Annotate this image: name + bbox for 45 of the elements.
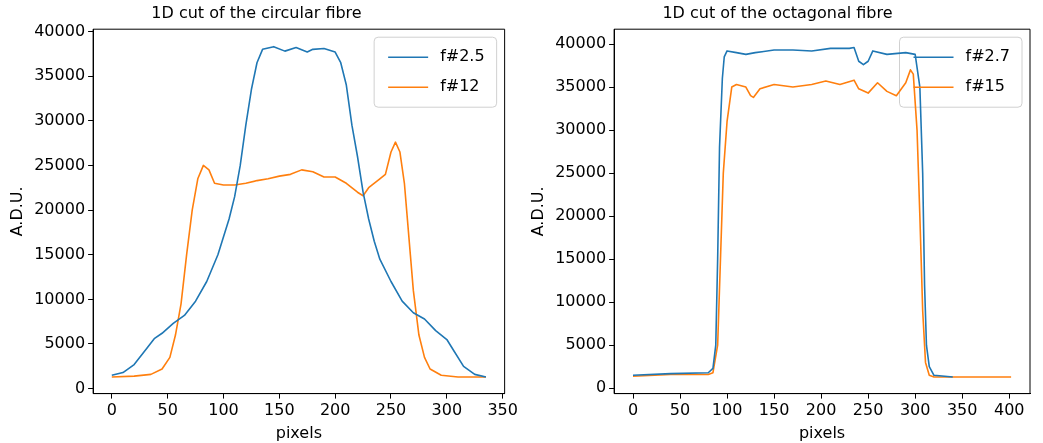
y-tick-label: 5000 [565,334,607,354]
x-tick-label: 300 [899,400,931,420]
y-tick-label: 40000 [34,20,86,40]
y-tick-label: 35000 [555,76,607,96]
y-tick-label: 15000 [34,243,86,263]
y-tick-label: 0 [595,377,607,397]
y-tick-label: 10000 [555,291,607,311]
y-axis-title: A.D.U. [6,186,26,237]
x-tick-label: 200 [319,400,351,420]
x-tick-label: 250 [852,400,884,420]
x-tick-label: 300 [431,400,463,420]
y-axis-title: A.D.U. [527,186,547,237]
y-tick-label: 25000 [555,162,607,182]
y-tick-label: 10000 [34,288,86,308]
x-tick-label: 100 [208,400,239,420]
chart-title: 1D cut of the octagonal fibre [662,2,893,22]
x-tick-label: 350 [946,400,978,420]
x-tick-label: 200 [805,400,837,420]
legend-label: f#2.5 [440,46,485,66]
y-tick-label: 0 [74,377,86,397]
y-tick-label: 30000 [34,109,86,129]
x-tick-label: 350 [487,400,518,420]
y-tick-label: 35000 [34,65,86,85]
y-tick-label: 25000 [34,154,86,174]
x-tick-label: 150 [758,400,790,420]
legend-label: f#12 [440,76,480,96]
x-tick-label: 50 [669,400,691,420]
x-tick-label: 250 [375,400,407,420]
x-tick-label: 0 [627,400,639,420]
x-tick-label: 50 [157,400,178,420]
legend-label: f#15 [965,76,1005,96]
y-tick-label: 15000 [555,248,607,268]
x-axis-title: pixels [275,422,322,442]
y-tick-label: 20000 [34,199,86,219]
y-tick-label: 5000 [44,333,86,353]
x-tick-label: 150 [264,400,295,420]
y-tick-label: 40000 [555,33,607,53]
legend-label: f#2.7 [965,46,1010,66]
y-tick-label: 30000 [555,119,607,139]
x-tick-label: 400 [993,400,1025,420]
x-axis-title: pixels [798,422,846,442]
x-tick-label: 100 [711,400,743,420]
x-tick-label: 0 [106,400,117,420]
y-tick-label: 20000 [555,205,607,225]
chart-title: 1D cut of the circular fibre [151,2,362,22]
